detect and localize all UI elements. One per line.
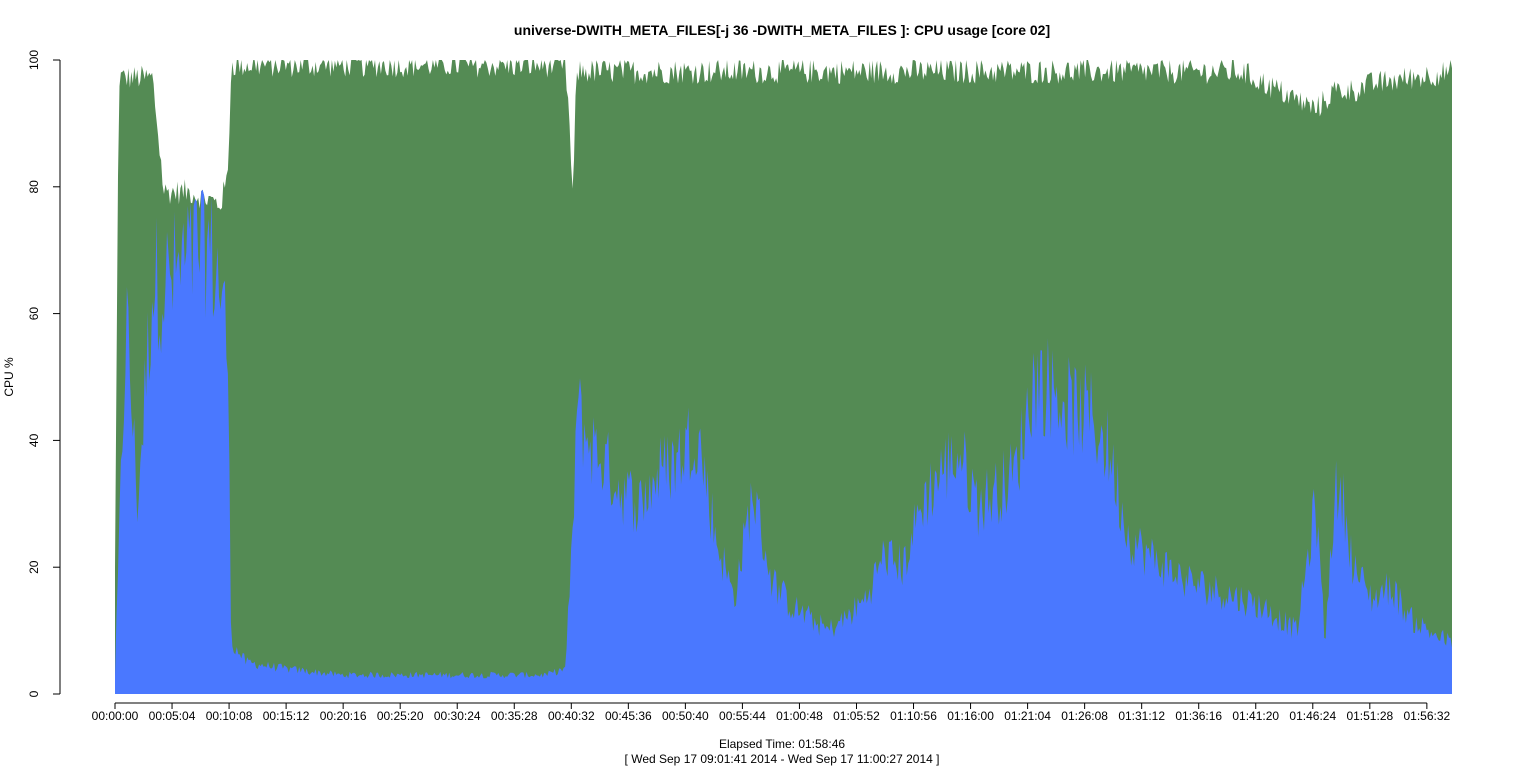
plot-area: [115, 60, 1452, 694]
x-tick-label: 01:51:28: [1346, 709, 1393, 723]
x-tick-label: 01:10:56: [890, 709, 937, 723]
x-tick-label: 00:15:12: [263, 709, 310, 723]
x-tick-label: 01:00:48: [776, 709, 823, 723]
series-bottom-area: [115, 189, 1452, 694]
x-tick-label: 01:21:04: [1004, 709, 1051, 723]
x-axis: 00:00:00 00:05:04 00:10:08 00:15:12 00:20:16…: [92, 702, 1451, 723]
x-tick-label: 01:31:12: [1118, 709, 1165, 723]
x-tick-label: 01:26:08: [1061, 709, 1108, 723]
x-tick-label: 01:56:32: [1403, 709, 1450, 723]
chart-title: universe-DWITH_META_FILES[-j 36 -DWITH_M…: [514, 22, 1050, 38]
x-tick-label: 01:16:00: [947, 709, 994, 723]
x-tick-label: 00:10:08: [206, 709, 253, 723]
y-axis-label: CPU %: [2, 357, 16, 397]
x-axis-label: Elapsed Time: 01:58:46: [719, 737, 845, 751]
x-tick-label: 00:40:32: [548, 709, 595, 723]
x-tick-label: 00:00:00: [92, 709, 139, 723]
x-tick-label: 00:20:16: [320, 709, 367, 723]
x-tick-label: 00:35:28: [491, 709, 538, 723]
x-tick-label: 00:05:04: [149, 709, 196, 723]
x-tick-label: 00:50:40: [662, 709, 709, 723]
y-tick-label: 0: [27, 690, 41, 697]
x-tick-label: 01:05:52: [833, 709, 880, 723]
x-tick-label: 00:30:24: [434, 709, 481, 723]
x-axis-date-range: [ Wed Sep 17 09:01:41 2014 - Wed Sep 17 …: [625, 752, 940, 766]
x-tick-label: 00:45:36: [605, 709, 652, 723]
y-tick-label: 20: [27, 560, 41, 574]
y-tick-label: 100: [27, 50, 41, 70]
x-tick-label: 01:36:16: [1175, 709, 1222, 723]
y-tick-label: 40: [27, 433, 41, 447]
y-tick-label: 80: [27, 180, 41, 194]
x-tick-label: 01:41:20: [1232, 709, 1279, 723]
y-tick-label: 60: [27, 307, 41, 321]
x-tick-label: 00:25:20: [377, 709, 424, 723]
x-tick-label: 01:46:24: [1289, 709, 1336, 723]
x-tick-label: 00:55:44: [719, 709, 766, 723]
y-axis: 0 20 40 60 80 100: [27, 50, 61, 697]
